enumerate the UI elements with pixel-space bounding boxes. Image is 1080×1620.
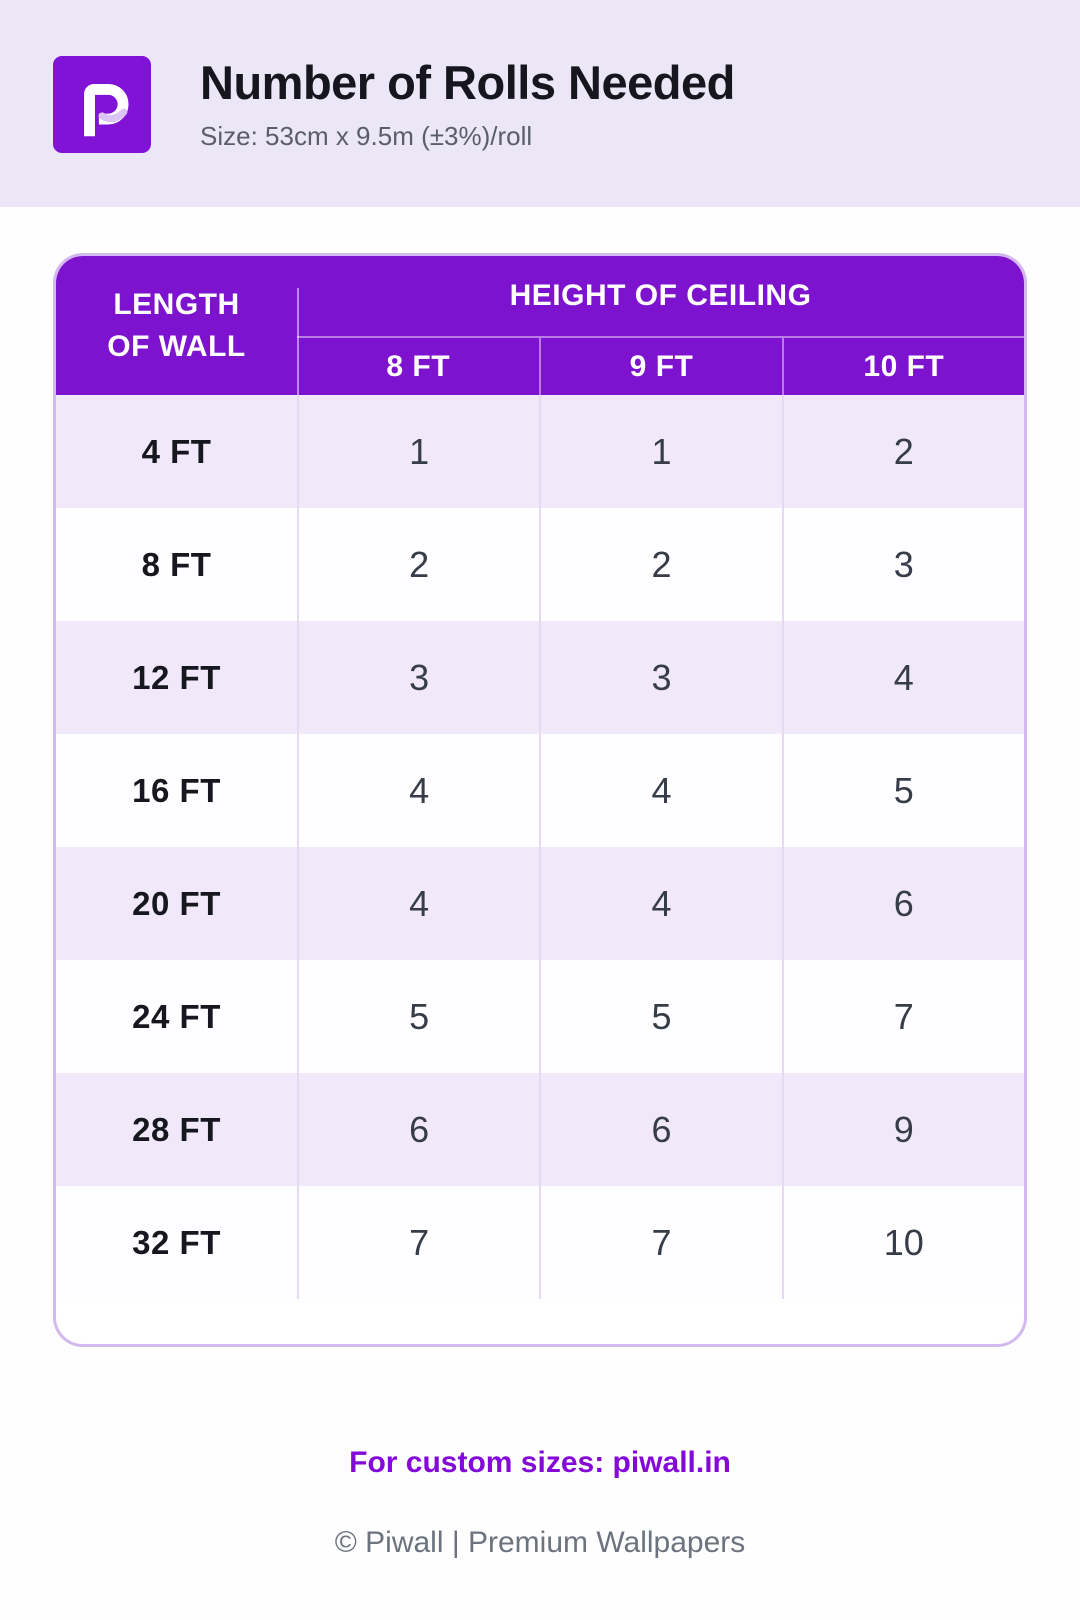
value-cell: 4 xyxy=(539,734,781,847)
value-cell: 4 xyxy=(781,621,1024,734)
row-label-cell: 4 FT xyxy=(141,432,212,470)
value-cell: 4 xyxy=(297,734,539,847)
value-cell: 6 xyxy=(781,847,1024,960)
table-row: 8 FT 2 2 3 xyxy=(56,508,1024,621)
value-cell: 4 xyxy=(539,847,781,960)
value-cell: 5 xyxy=(297,960,539,1073)
value-cell: 7 xyxy=(297,1186,539,1299)
footer-copyright: © Piwall | Premium Wallpapers xyxy=(334,1526,746,1559)
row-label-cell: 32 FT xyxy=(132,1223,221,1261)
row-label-cell: 12 FT xyxy=(132,658,221,696)
value-cell: 7 xyxy=(539,1186,781,1299)
row-label-cell: 28 FT xyxy=(132,1110,221,1148)
piwall-logo xyxy=(53,56,151,153)
col-header-8ft: 8 FT xyxy=(386,349,451,383)
table-row: 32 FT 7 7 10 xyxy=(56,1186,1024,1299)
value-cell: 6 xyxy=(539,1073,781,1186)
row-label-cell: 24 FT xyxy=(132,997,221,1035)
value-cell: 2 xyxy=(781,395,1024,508)
value-cell: 2 xyxy=(539,508,781,621)
table-row: 24 FT 5 5 7 xyxy=(56,960,1024,1073)
app-header: Number of Rolls Needed Size: 53cm x 9.5m… xyxy=(53,56,735,153)
row-label-cell: 20 FT xyxy=(132,884,221,922)
footer-custom-sizes-note: For custom sizes: piwall.in xyxy=(349,1446,731,1479)
top-band xyxy=(0,0,1080,207)
value-cell: 3 xyxy=(781,508,1024,621)
value-cell: 4 xyxy=(297,847,539,960)
title-block: Number of Rolls Needed Size: 53cm x 9.5m… xyxy=(200,56,735,152)
row-label-cell: 16 FT xyxy=(132,771,221,809)
value-cell: 7 xyxy=(781,960,1024,1073)
table-row: 20 FT 4 4 6 xyxy=(56,847,1024,960)
header-right-group: HEIGHT OF CEILING 8 FT 9 FT 10 FT xyxy=(297,256,1024,395)
piwall-p-logo-icon xyxy=(84,83,129,136)
corner-header-length-of-wall: LENGTH OF WALL xyxy=(107,288,246,363)
rolls-needed-table: LENGTH OF WALL HEIGHT OF CEILING 8 FT 9 … xyxy=(53,253,1027,1347)
value-cell: 2 xyxy=(297,508,539,621)
table-row: 12 FT 3 3 4 xyxy=(56,621,1024,734)
value-cell: 9 xyxy=(781,1073,1024,1186)
col-header-10ft: 10 FT xyxy=(781,338,1024,395)
group-header-height-of-ceiling: HEIGHT OF CEILING xyxy=(297,256,1024,338)
table-row: 16 FT 4 4 5 xyxy=(56,734,1024,847)
value-cell: 1 xyxy=(539,395,781,508)
table-row: 4 FT 1 1 2 xyxy=(56,395,1024,508)
value-cell: 5 xyxy=(539,960,781,1073)
table-body: 4 FT 1 1 2 8 FT 2 2 3 12 FT 3 3 4 16 FT … xyxy=(56,395,1024,1299)
page-title: Number of Rolls Needed xyxy=(200,56,735,109)
subheader-row: 8 FT 9 FT 10 FT xyxy=(297,338,1024,395)
value-cell: 1 xyxy=(297,395,539,508)
value-cell: 6 xyxy=(297,1073,539,1186)
page-subtitle: Size: 53cm x 9.5m (±3%)/roll xyxy=(200,121,533,152)
table-header: LENGTH OF WALL HEIGHT OF CEILING 8 FT 9 … xyxy=(56,256,1024,395)
value-cell: 3 xyxy=(297,621,539,734)
row-label-cell: 8 FT xyxy=(141,545,212,583)
table-row: 28 FT 6 6 9 xyxy=(56,1073,1024,1186)
value-cell: 5 xyxy=(781,734,1024,847)
header-divider xyxy=(297,288,300,395)
value-cell: 10 xyxy=(781,1186,1024,1299)
col-header-9ft: 9 FT xyxy=(539,338,781,395)
value-cell: 3 xyxy=(539,621,781,734)
